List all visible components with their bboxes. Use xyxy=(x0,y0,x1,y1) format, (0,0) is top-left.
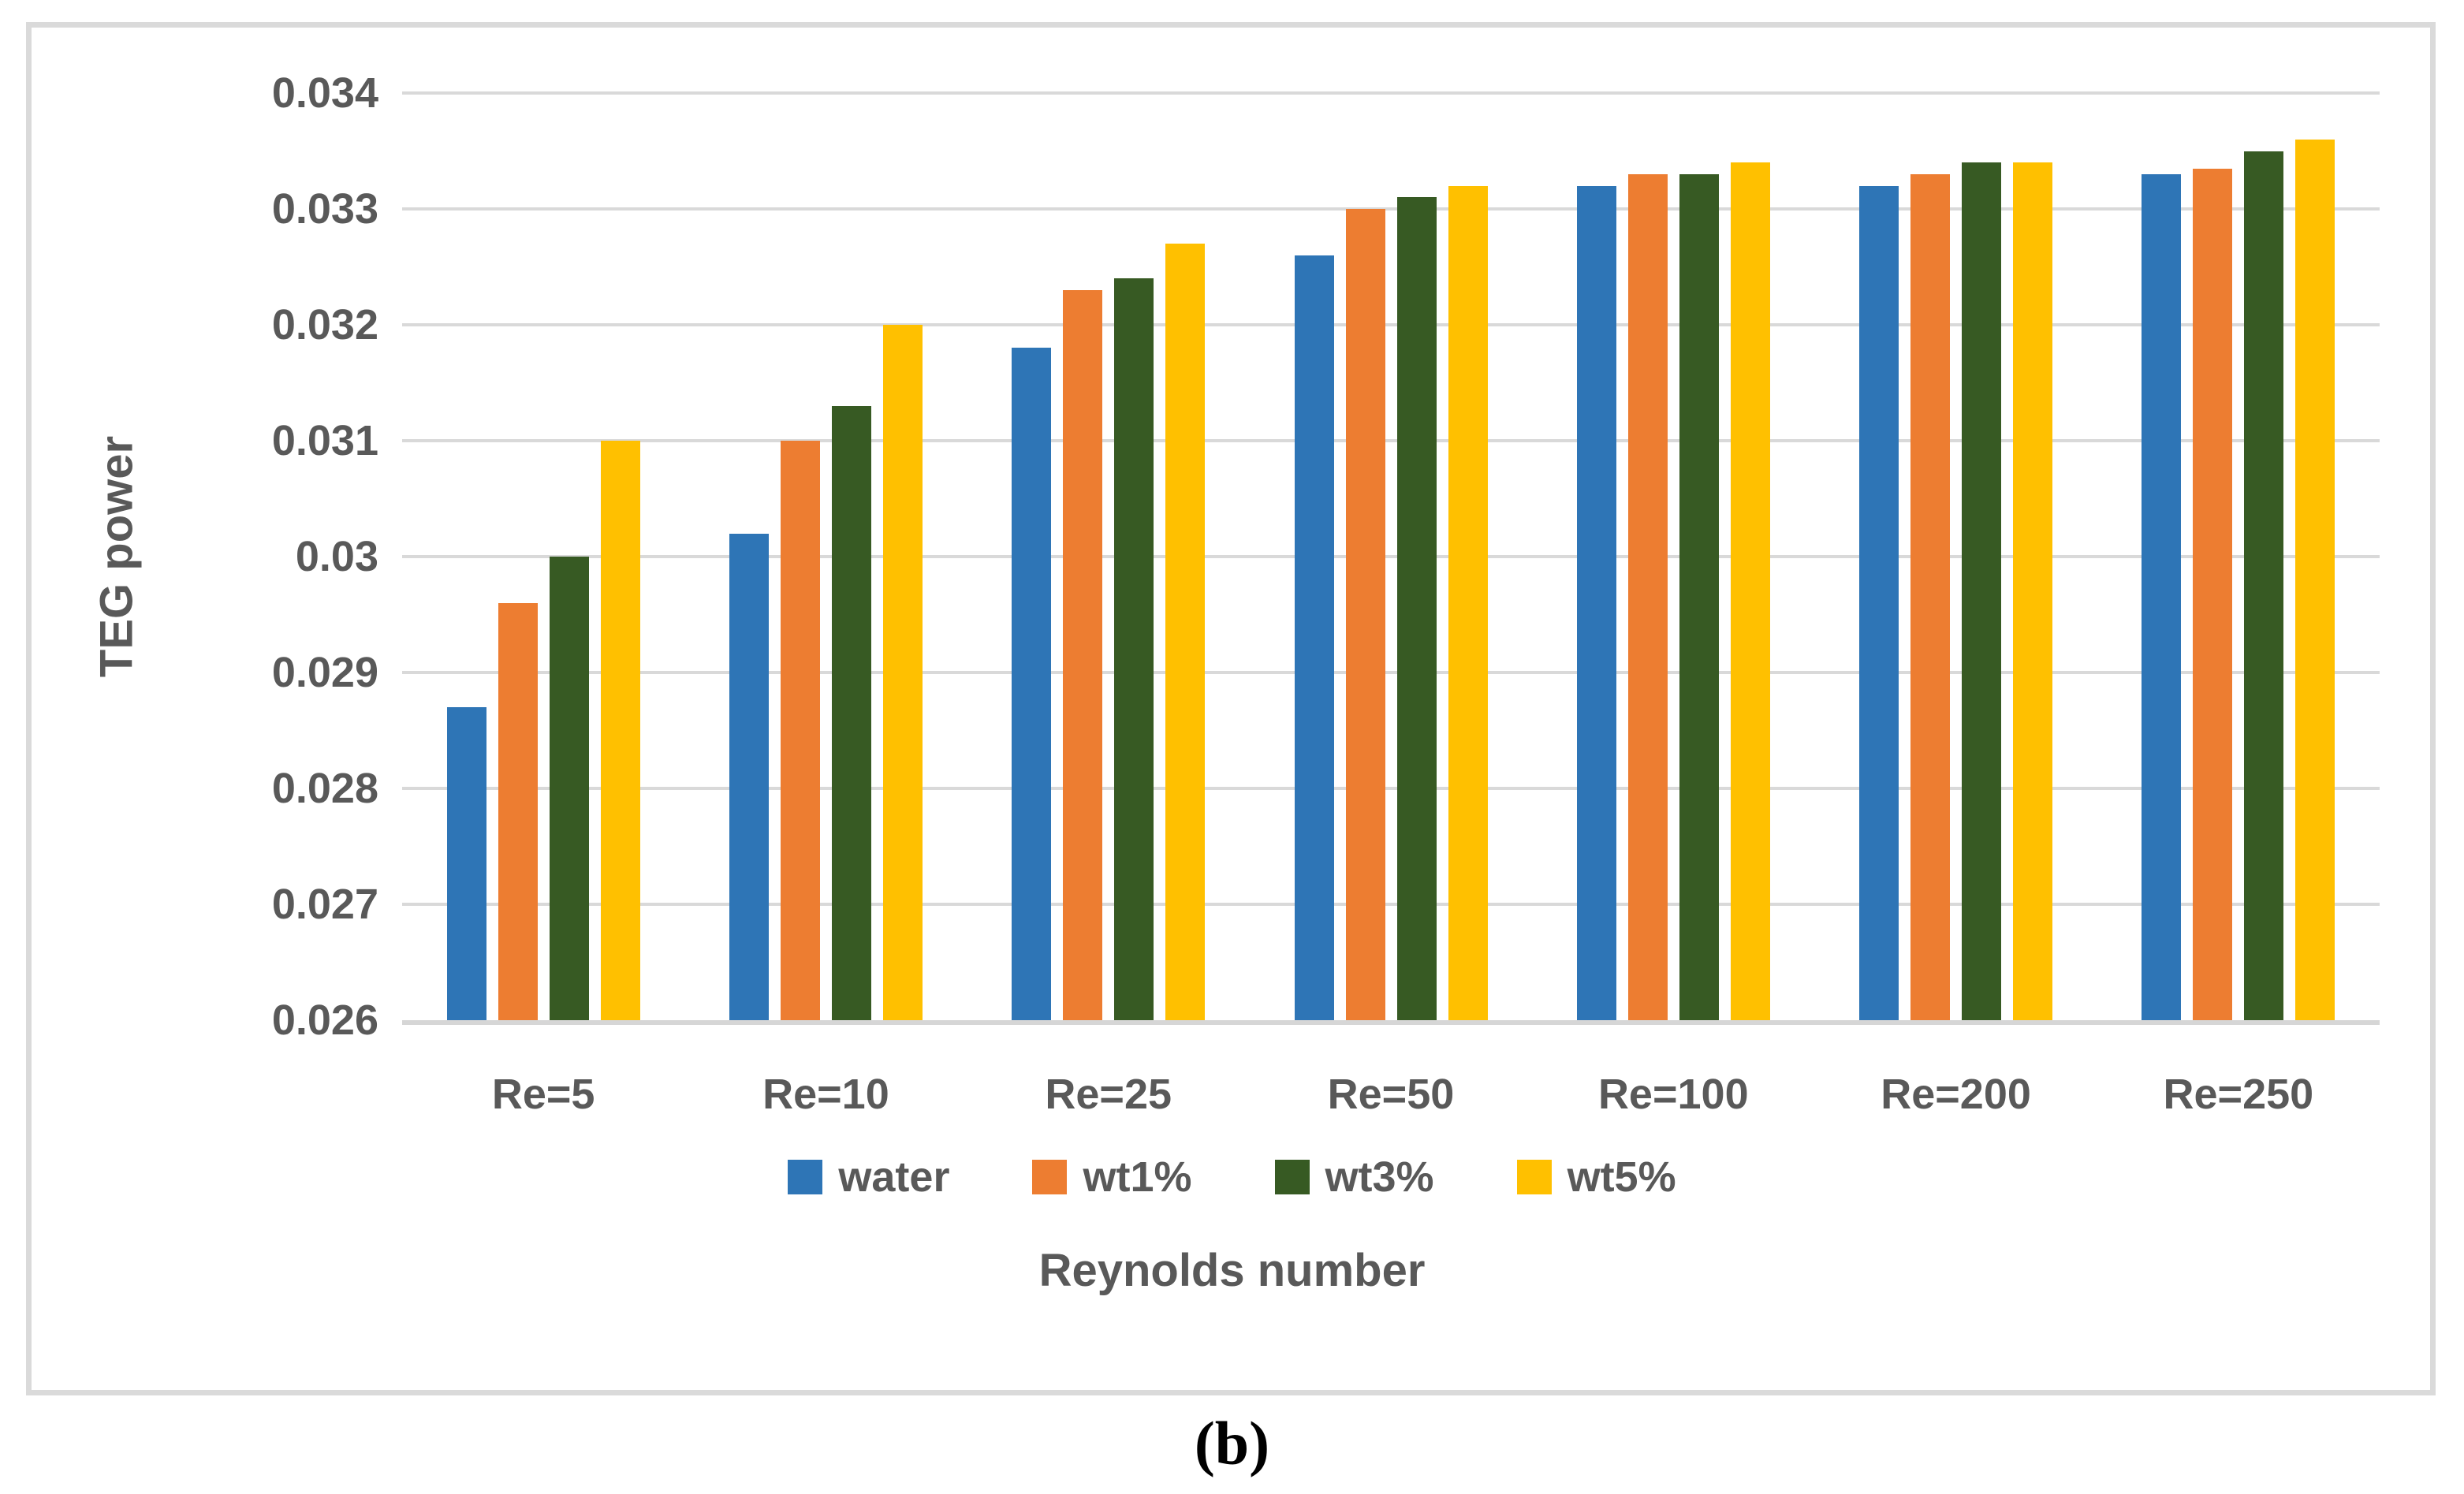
y-tick-label-0-029: 0.029 xyxy=(271,649,378,696)
legend-item-wt3: wt3% xyxy=(1274,1153,1434,1202)
x-tick-label-re-100: Re=100 xyxy=(1597,1071,1749,1118)
bar-wt1-re-25 xyxy=(1063,289,1103,1020)
bar-wt1-re-200 xyxy=(1910,173,1951,1020)
legend-item-wt5: wt5% xyxy=(1516,1153,1676,1202)
x-axis-line xyxy=(402,1020,2380,1025)
bar-wt3-re-25 xyxy=(1114,278,1154,1020)
y-tick-label-0-032: 0.032 xyxy=(271,301,378,348)
y-tick-label-0-028: 0.028 xyxy=(271,765,378,812)
bar-wt5-re-250 xyxy=(2295,139,2335,1020)
gridline xyxy=(402,207,2380,211)
bar-water-re-250 xyxy=(2142,173,2182,1020)
legend-label-wt5: wt5% xyxy=(1567,1153,1676,1201)
legend-item-water: water xyxy=(788,1153,949,1202)
bar-wt5-re-50 xyxy=(1448,185,1488,1020)
bar-wt3-re-50 xyxy=(1396,197,1437,1020)
bar-water-re-50 xyxy=(1294,255,1334,1020)
legend-swatch-icon xyxy=(1274,1160,1310,1194)
legend-label-wt1: wt1% xyxy=(1083,1153,1192,1201)
bar-water-re-200 xyxy=(1859,185,1899,1020)
x-tick-label-re-5: Re=5 xyxy=(491,1071,595,1118)
gridline xyxy=(402,323,2380,326)
bar-wt3-re-200 xyxy=(1962,162,2002,1020)
legend-swatch-icon xyxy=(1032,1160,1068,1194)
figure-caption: (b) xyxy=(1194,1409,1270,1477)
gridline xyxy=(402,555,2380,558)
x-axis-title: Reynolds number xyxy=(1038,1245,1426,1296)
bar-wt3-re-250 xyxy=(2244,151,2284,1020)
bar-wt1-re-5 xyxy=(498,602,538,1020)
x-tick-label-re-10: Re=10 xyxy=(762,1071,889,1118)
bar-wt5-re-5 xyxy=(600,441,640,1020)
x-tick-label-re-200: Re=200 xyxy=(1881,1071,2031,1118)
bar-wt3-re-100 xyxy=(1679,173,1719,1020)
bar-wt5-re-100 xyxy=(1730,162,1770,1020)
y-tick-label-0-027: 0.027 xyxy=(271,881,378,928)
legend: water wt1% wt3% wt5% xyxy=(0,1153,2464,1202)
bar-wt5-re-200 xyxy=(2013,162,2053,1020)
gridline xyxy=(402,91,2380,95)
x-tick-label-re-25: Re=25 xyxy=(1045,1071,1172,1118)
gridline xyxy=(402,787,2380,790)
y-tick-label-0-026: 0.026 xyxy=(271,997,378,1044)
y-tick-label-0-034: 0.034 xyxy=(271,69,378,117)
bar-wt1-re-100 xyxy=(1627,173,1668,1020)
bar-wt1-re-250 xyxy=(2193,168,2233,1020)
x-tick-label-re-250: Re=250 xyxy=(2163,1071,2314,1118)
bar-water-re-5 xyxy=(446,707,486,1020)
legend-item-wt1: wt1% xyxy=(1032,1153,1192,1202)
y-tick-label-0-03: 0.03 xyxy=(295,533,378,580)
bar-wt5-re-25 xyxy=(1165,244,1206,1020)
bar-wt3-re-5 xyxy=(549,557,589,1020)
bar-wt3-re-10 xyxy=(831,405,871,1020)
legend-label-water: water xyxy=(838,1153,950,1201)
y-tick-label-0-033: 0.033 xyxy=(271,185,378,233)
gridline xyxy=(402,439,2380,442)
legend-swatch-icon xyxy=(1516,1160,1552,1194)
bar-wt1-re-10 xyxy=(780,441,820,1020)
legend-swatch-icon xyxy=(788,1160,823,1194)
bar-water-re-100 xyxy=(1576,185,1616,1020)
bar-water-re-25 xyxy=(1012,348,1052,1020)
y-tick-label-0-031: 0.031 xyxy=(271,417,378,464)
bar-wt1-re-50 xyxy=(1345,209,1385,1020)
gridline xyxy=(402,903,2380,906)
bar-water-re-10 xyxy=(729,533,769,1020)
x-tick-label-re-50: Re=50 xyxy=(1327,1071,1455,1118)
gridline xyxy=(402,671,2380,674)
bar-wt5-re-10 xyxy=(882,325,923,1020)
legend-label-wt3: wt3% xyxy=(1325,1153,1434,1201)
